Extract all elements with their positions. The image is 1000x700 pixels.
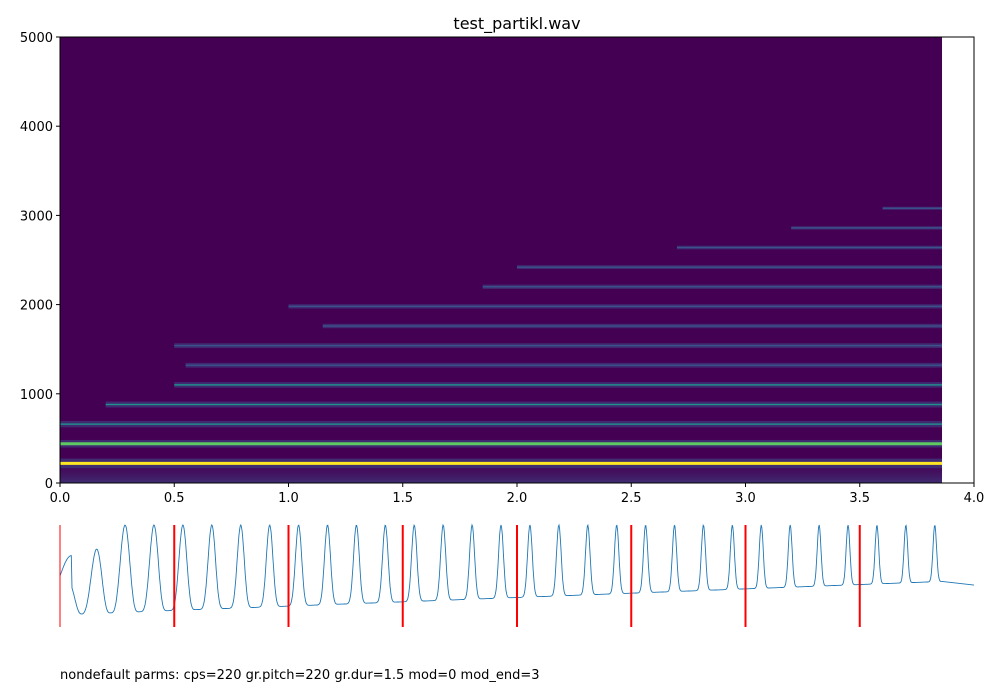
partial-line [60, 423, 943, 425]
x-tick-label: 3.0 [735, 491, 756, 506]
y-axis: 0 1000 2000 3000 4000 5000 [20, 31, 60, 492]
partial-line [174, 344, 943, 347]
partial-line [288, 305, 943, 308]
partial-line [482, 286, 943, 288]
x-axis: 0.0 0.5 1.0 1.5 2.0 2.5 3.0 3.5 4.0 [50, 483, 985, 506]
partial-line [676, 246, 943, 249]
partial-line [185, 364, 943, 366]
waveform-plot [59, 523, 975, 627]
waveform-line [59, 523, 975, 615]
x-tick-label: 1.0 [278, 491, 299, 506]
partial-line [60, 461, 943, 465]
partial-line [882, 207, 943, 209]
x-tick-label: 0.0 [50, 491, 71, 506]
x-tick-label: 2.5 [621, 491, 642, 506]
y-tick-label: 2000 [20, 299, 53, 314]
footer-note: nondefault parms: cps=220 gr.pitch=220 g… [60, 668, 540, 683]
partial-line [174, 384, 943, 386]
spectrogram-axes: 0.0 0.5 1.0 1.5 2.0 2.5 3.0 3.5 4.0 0 1000 2000 300… [20, 31, 984, 506]
y-tick-label: 4000 [20, 120, 53, 135]
spectrogram-image [60, 37, 943, 483]
x-tick-label: 0.5 [164, 491, 185, 506]
partial-line [60, 442, 943, 446]
chart-title: test_partikl.wav [453, 14, 580, 34]
partial-line [791, 227, 943, 229]
y-tick-label: 5000 [20, 31, 53, 46]
waveform-axes [59, 523, 975, 627]
partial-line [322, 325, 943, 327]
y-tick-label: 1000 [20, 388, 53, 403]
x-tick-label: 2.0 [507, 491, 528, 506]
x-tick-label: 3.5 [849, 491, 870, 506]
y-tick-label: 3000 [20, 209, 53, 224]
partial-line [517, 266, 943, 268]
x-tick-label: 1.5 [392, 491, 413, 506]
partial-line [105, 403, 943, 406]
x-tick-label: 4.0 [964, 491, 985, 506]
y-tick-label: 0 [45, 477, 53, 492]
